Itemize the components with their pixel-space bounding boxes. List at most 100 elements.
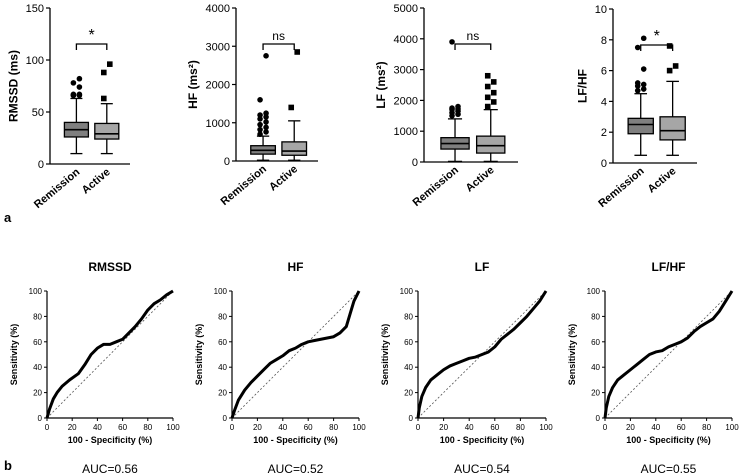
chart-title: LF bbox=[475, 260, 490, 274]
outlier-point bbox=[288, 104, 295, 111]
x-tick-label: 20 bbox=[68, 423, 77, 432]
y-tick-label: 80 bbox=[33, 312, 42, 321]
outlier-point bbox=[666, 43, 673, 49]
y-tick-label: 0 bbox=[224, 156, 230, 168]
outlier-point bbox=[76, 75, 83, 82]
x-tick-label: 0 bbox=[416, 423, 421, 432]
y-tick-label: 0 bbox=[38, 414, 43, 423]
category-label: Remission bbox=[411, 164, 462, 209]
outlier-point bbox=[490, 89, 497, 96]
outlier-point bbox=[263, 129, 269, 135]
roc-chart-lfhf: LF/HF 00 20 20 40 40 60 60 80 80 100 100 100 - Speci… bbox=[567, 260, 739, 476]
significance-bracket bbox=[640, 44, 674, 51]
outlier-point bbox=[490, 99, 497, 105]
box-iqr bbox=[659, 116, 686, 141]
reference-diagonal bbox=[231, 290, 360, 419]
x-tick-label: 40 bbox=[465, 423, 474, 432]
y-tick-label: 2 bbox=[601, 127, 607, 139]
outlier-point bbox=[455, 103, 461, 110]
box-iqr bbox=[475, 135, 506, 154]
x-tick-label: 20 bbox=[253, 423, 262, 432]
roc-curve bbox=[603, 290, 734, 419]
boxplot-lf: 0 1000 2000 3000 4000 5000 LF (ms²) Remission Ac… bbox=[374, 3, 518, 209]
outlier-point bbox=[263, 110, 269, 116]
outlier-point bbox=[640, 86, 647, 92]
outlier-point bbox=[484, 94, 491, 101]
x-tick-label: 80 bbox=[702, 423, 711, 432]
outlier-point bbox=[634, 87, 641, 94]
y-tick-label: 2000 bbox=[394, 95, 418, 107]
x-tick-label: 80 bbox=[516, 423, 525, 432]
outlier-point bbox=[263, 124, 269, 131]
y-tick-label: 80 bbox=[404, 312, 413, 321]
y-tick-label: 1000 bbox=[394, 126, 418, 138]
chart-title: LF/HF bbox=[652, 260, 686, 274]
y-tick-label: 4000 bbox=[206, 3, 230, 15]
y-tick-label: 10 bbox=[595, 4, 607, 16]
outlier-point bbox=[484, 83, 491, 90]
reference-diagonal bbox=[46, 290, 174, 419]
y-tick-label: 40 bbox=[404, 363, 413, 372]
reference-diagonal bbox=[604, 290, 733, 419]
x-tick-label: 20 bbox=[626, 423, 635, 432]
outlier-point bbox=[257, 126, 263, 133]
category-label: Active bbox=[464, 164, 497, 194]
auc-label: AUC=0.54 bbox=[454, 462, 510, 476]
y-tick-label: 20 bbox=[404, 389, 413, 398]
y-tick-label: 3000 bbox=[206, 41, 230, 53]
roc-chart-rmssd: RMSSD 00 20 20 40 40 60 60 80 80 100 100 100 - Speci… bbox=[9, 260, 180, 476]
outlier-point bbox=[672, 63, 679, 69]
x-tick-label: 80 bbox=[329, 423, 338, 432]
outlier-point bbox=[294, 49, 301, 55]
box-iqr bbox=[281, 141, 308, 156]
outlier-point bbox=[449, 39, 455, 45]
y-tick-label: 60 bbox=[218, 338, 227, 347]
outlier-point bbox=[640, 81, 647, 88]
y-tick-label: 80 bbox=[591, 312, 600, 321]
y-tick-label: 2000 bbox=[206, 80, 230, 92]
x-tick-label: 100 bbox=[725, 423, 739, 432]
y-tick-label: 150 bbox=[26, 3, 44, 15]
box-iqr bbox=[627, 117, 654, 135]
y-tick-label: 100 bbox=[400, 287, 414, 296]
x-tick-label: 100 bbox=[352, 423, 366, 432]
x-tick-label: 60 bbox=[304, 423, 313, 432]
y-axis-label: LF/HF bbox=[576, 69, 590, 103]
box-active: Active bbox=[267, 49, 308, 194]
outlier-point bbox=[257, 116, 263, 122]
category-label: Active bbox=[80, 166, 113, 196]
y-tick-label: 40 bbox=[33, 363, 42, 372]
x-tick-label: 80 bbox=[143, 423, 152, 432]
x-tick-label: 100 bbox=[539, 423, 553, 432]
category-label: Remission bbox=[219, 163, 270, 208]
boxplot-hf: 0 1000 2000 3000 4000 HF (ms²) RemissionActive… bbox=[186, 3, 318, 208]
category-label: Remission bbox=[32, 166, 83, 211]
outlier-point bbox=[257, 121, 263, 128]
x-tick-label: 0 bbox=[45, 423, 50, 432]
significance-label: * bbox=[654, 28, 660, 45]
outlier-point bbox=[257, 112, 263, 118]
significance-label: ns bbox=[272, 29, 285, 43]
outlier-point bbox=[263, 53, 269, 59]
y-tick-label: 20 bbox=[591, 389, 600, 398]
y-tick-label: 60 bbox=[404, 338, 413, 347]
auc-label: AUC=0.52 bbox=[268, 462, 324, 476]
x-tick-label: 0 bbox=[230, 423, 235, 432]
roc-chart-hf: HF 00 20 20 40 40 60 60 80 80 100 100 100 - Specific… bbox=[194, 260, 366, 476]
x-tick-label: 100 bbox=[166, 423, 180, 432]
roc-curve bbox=[416, 290, 548, 419]
auc-label: AUC=0.55 bbox=[641, 462, 697, 476]
x-axis-label: 100 - Specificity (%) bbox=[626, 435, 711, 445]
y-axis-label: HF (ms²) bbox=[186, 60, 200, 109]
significance-label: ns bbox=[467, 29, 480, 43]
outlier-point bbox=[634, 44, 641, 51]
y-tick-label: 40 bbox=[218, 363, 227, 372]
x-tick-label: 40 bbox=[651, 423, 660, 432]
outlier-point bbox=[70, 80, 77, 86]
outlier-point bbox=[484, 72, 491, 79]
y-tick-label: 40 bbox=[591, 363, 600, 372]
chart-title: RMSSD bbox=[88, 260, 132, 274]
outlier-point bbox=[484, 103, 491, 110]
significance-bracket bbox=[75, 43, 108, 50]
